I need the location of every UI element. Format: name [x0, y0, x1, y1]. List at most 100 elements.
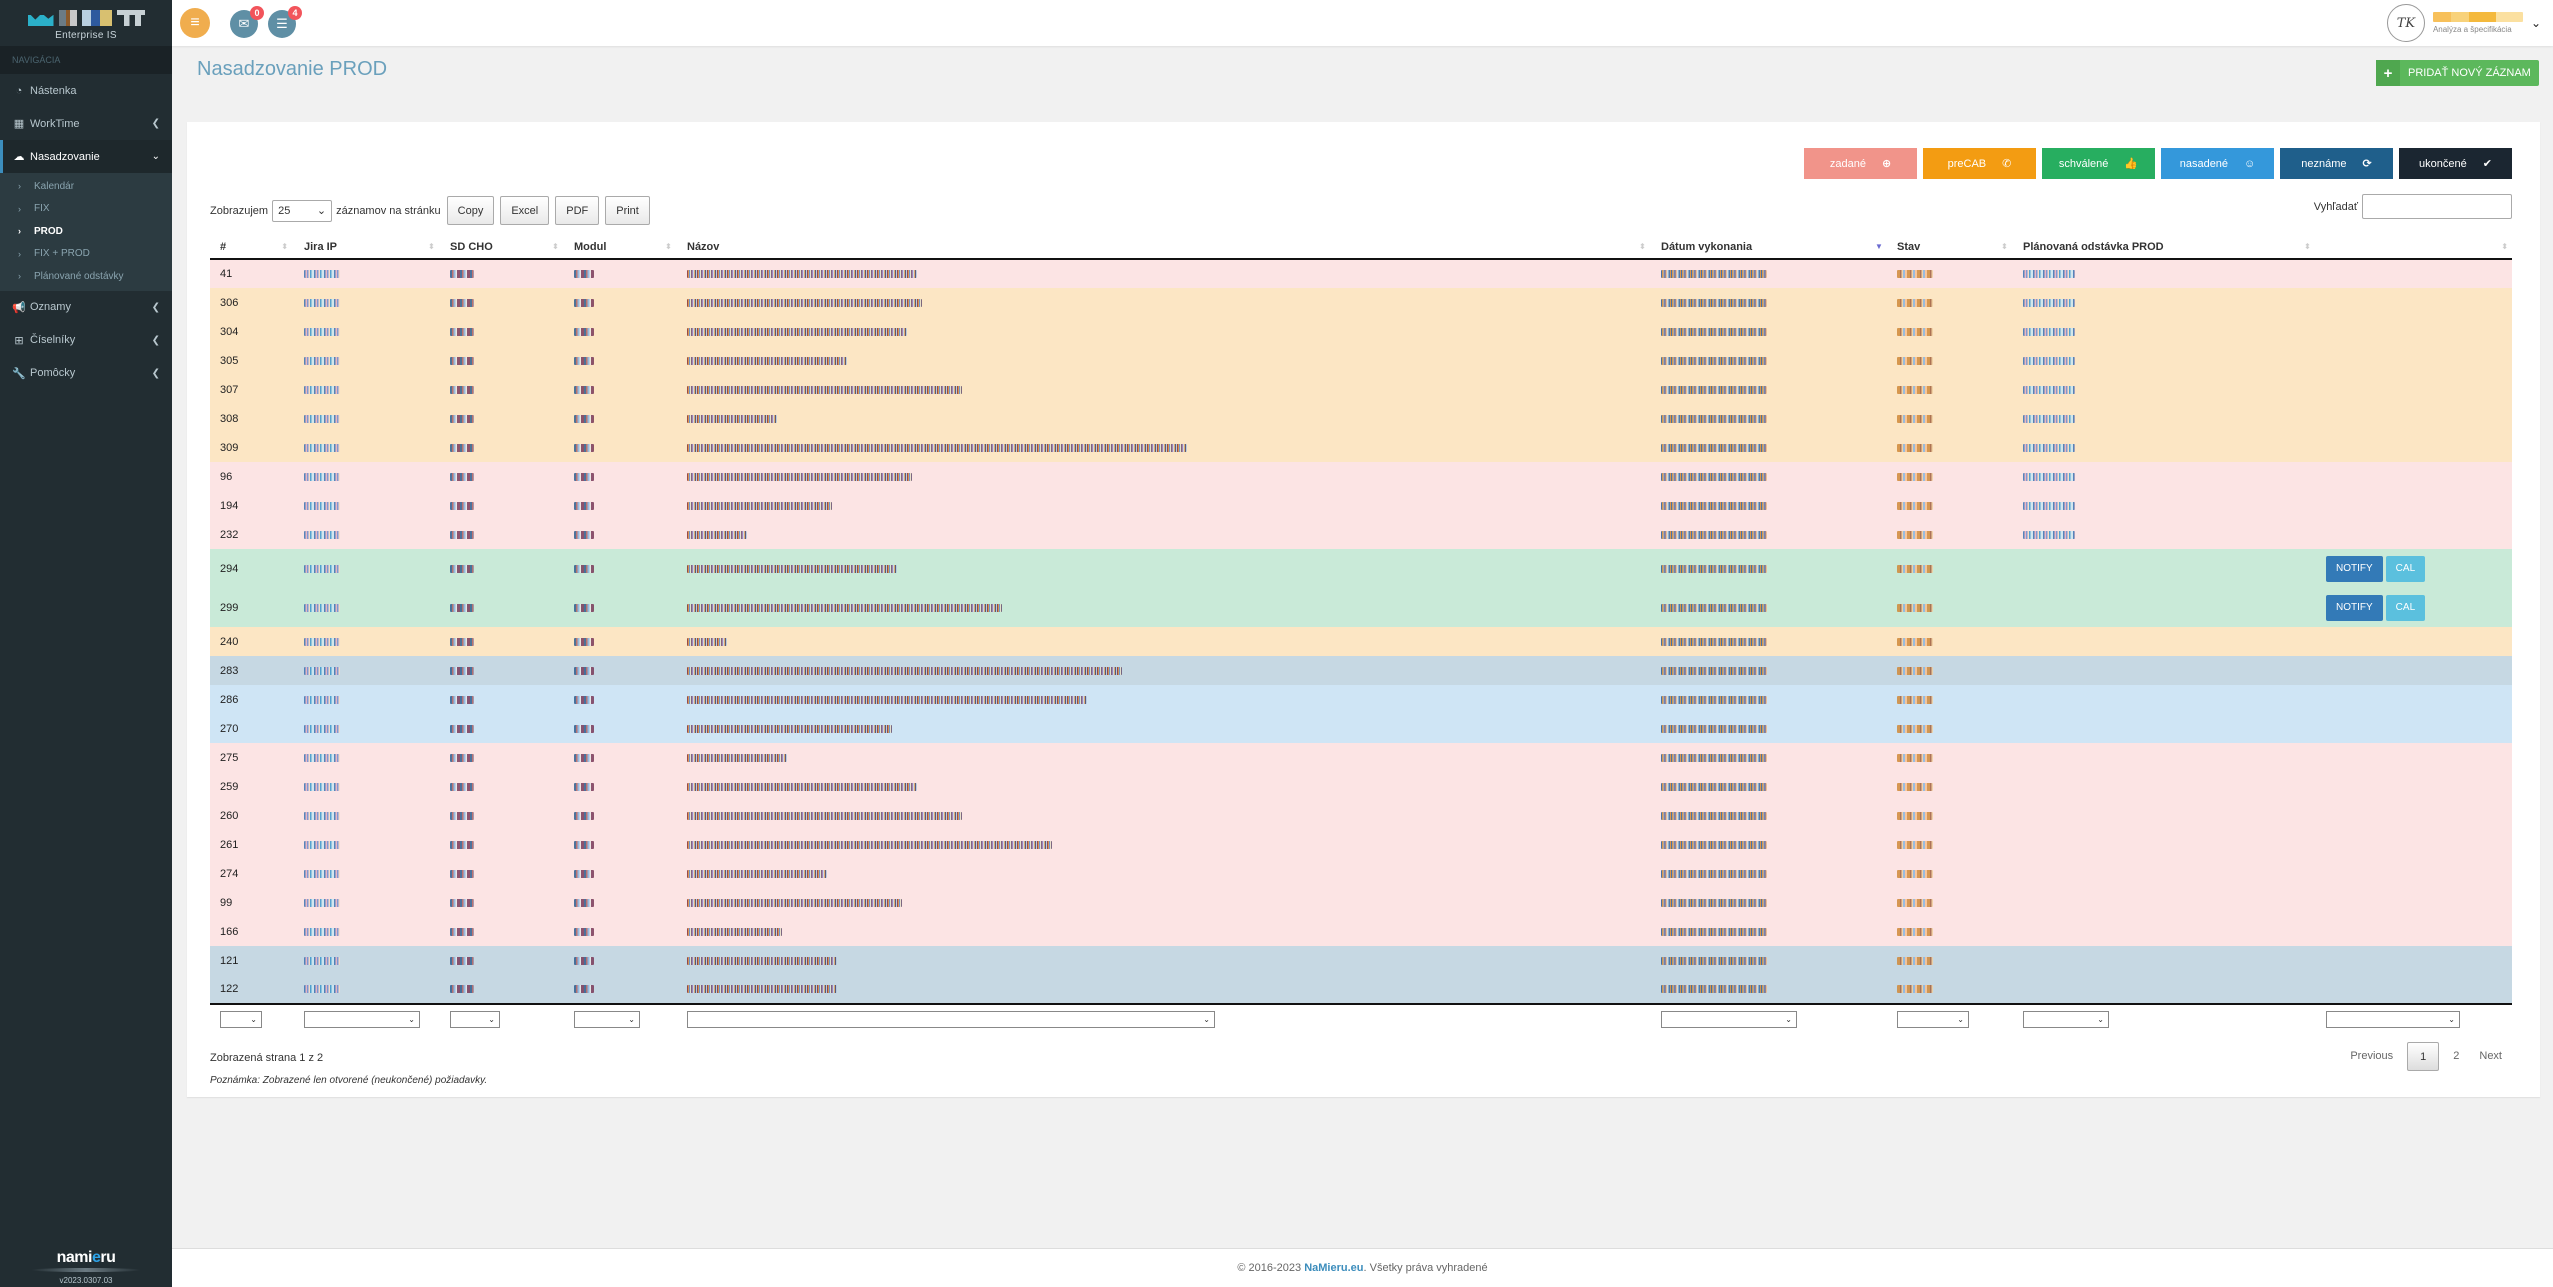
- sd-cho-redacted[interactable]: [450, 327, 474, 336]
- status-filter-precab-button[interactable]: preCAB ✆: [1923, 148, 2036, 179]
- jira-ip-redacted[interactable]: [304, 603, 340, 612]
- col-header-nazov[interactable]: ⬍ Názov: [665, 235, 1651, 260]
- jira-ip-redacted[interactable]: [304, 985, 340, 994]
- filter-select-sd-cho[interactable]: ⌄: [450, 1011, 500, 1028]
- jira-ip-redacted[interactable]: [304, 898, 340, 907]
- sidebar-item-worktime[interactable]: ▦ WorkTime ❮: [0, 107, 172, 140]
- print-button[interactable]: Print: [605, 196, 650, 225]
- nazov-redacted[interactable]: [687, 327, 907, 336]
- add-record-button[interactable]: + PRIDAŤ NOVÝ ZÁZNAM: [2376, 60, 2539, 86]
- jira-ip-redacted[interactable]: [304, 637, 340, 646]
- filter-select-planovana[interactable]: ⌄: [2023, 1011, 2109, 1028]
- sidebar-item-nastenka[interactable]: ◔ Nástenka: [0, 74, 172, 107]
- excel-button[interactable]: Excel: [500, 196, 550, 225]
- table-row[interactable]: 283: [210, 656, 2512, 685]
- sd-cho-redacted[interactable]: [450, 356, 474, 365]
- sd-cho-redacted[interactable]: [450, 501, 474, 510]
- nazov-redacted[interactable]: [687, 603, 1002, 612]
- jira-ip-redacted[interactable]: [304, 956, 340, 965]
- nazov-redacted[interactable]: [687, 414, 777, 423]
- table-row[interactable]: 275: [210, 743, 2512, 772]
- col-header-jira-ip[interactable]: Jira IP: [294, 235, 440, 260]
- nazov-redacted[interactable]: [687, 637, 727, 646]
- page-length-select[interactable]: 25 ⌄: [272, 199, 333, 222]
- jira-ip-redacted[interactable]: [304, 564, 340, 573]
- submenu-item-planovane-odstavky[interactable]: › Plánované odstávky: [0, 265, 172, 288]
- nazov-redacted[interactable]: [687, 753, 787, 762]
- nazov-redacted[interactable]: [687, 840, 1052, 849]
- nazov-redacted[interactable]: [687, 270, 917, 279]
- jira-ip-redacted[interactable]: [304, 443, 340, 452]
- nazov-redacted[interactable]: [687, 869, 827, 878]
- copy-button[interactable]: Copy: [446, 196, 495, 225]
- jira-ip-redacted[interactable]: [304, 869, 340, 878]
- jira-ip-redacted[interactable]: [304, 298, 340, 307]
- sd-cho-redacted[interactable]: [450, 898, 474, 907]
- user-menu[interactable]: TK Analýza a špecifikácia ⌄: [2386, 2, 2541, 44]
- sd-cho-redacted[interactable]: [450, 385, 474, 394]
- namieru-link[interactable]: NaMieru.eu: [1304, 1262, 1364, 1274]
- status-filter-zadane-button[interactable]: zadané ⊕: [1804, 148, 1917, 179]
- sd-cho-redacted[interactable]: [450, 472, 474, 481]
- sd-cho-redacted[interactable]: [450, 298, 474, 307]
- jira-ip-redacted[interactable]: [304, 501, 340, 510]
- col-header-sd-cho[interactable]: ⬍ SD CHO: [428, 235, 564, 260]
- table-row[interactable]: 270: [210, 714, 2512, 743]
- nazov-redacted[interactable]: [687, 927, 782, 936]
- jira-ip-redacted[interactable]: [304, 927, 340, 936]
- nazov-redacted[interactable]: [687, 501, 832, 510]
- nazov-redacted[interactable]: [687, 695, 1087, 704]
- submenu-item-kalendar[interactable]: › Kalendár: [0, 175, 172, 198]
- table-row[interactable]: 299 NOTIFY CAL: [210, 588, 2512, 627]
- jira-ip-redacted[interactable]: [304, 782, 340, 791]
- table-row[interactable]: 194: [210, 491, 2512, 520]
- table-row[interactable]: 308: [210, 404, 2512, 433]
- jira-ip-redacted[interactable]: [304, 385, 340, 394]
- col-header-stav[interactable]: ▼ Stav: [1875, 235, 2013, 260]
- table-row[interactable]: 41: [210, 259, 2512, 288]
- table-row[interactable]: 307: [210, 375, 2512, 404]
- previous-page-button[interactable]: Previous: [2350, 1050, 2394, 1062]
- col-header-planovana-odstavka[interactable]: ⬍ Plánovaná odstávka PROD: [2001, 235, 2316, 260]
- nazov-redacted[interactable]: [687, 472, 912, 481]
- nazov-redacted[interactable]: [687, 724, 892, 733]
- sd-cho-redacted[interactable]: [450, 724, 474, 733]
- filter-select-stav[interactable]: ⌄: [1897, 1011, 1969, 1028]
- table-row[interactable]: 232: [210, 520, 2512, 549]
- sd-cho-redacted[interactable]: [450, 782, 474, 791]
- filter-select-actions[interactable]: ⌄: [2326, 1011, 2460, 1028]
- jira-ip-redacted[interactable]: [304, 811, 340, 820]
- sidebar-item-pomocky[interactable]: 🔧 Pomôcky ❮: [0, 357, 172, 390]
- sd-cho-redacted[interactable]: [450, 564, 474, 573]
- submenu-item-fix[interactable]: › FIX: [0, 198, 172, 221]
- jira-ip-redacted[interactable]: [304, 724, 340, 733]
- next-page-button[interactable]: Next: [2479, 1050, 2502, 1062]
- sd-cho-redacted[interactable]: [450, 530, 474, 539]
- filter-select-id[interactable]: ⌄: [220, 1011, 262, 1028]
- filter-select-datum[interactable]: ⌄: [1661, 1011, 1797, 1028]
- page-2-button[interactable]: 2: [2453, 1050, 2460, 1062]
- filter-select-modul[interactable]: ⌄: [574, 1011, 640, 1028]
- jira-ip-redacted[interactable]: [304, 666, 340, 675]
- table-row[interactable]: 259: [210, 772, 2512, 801]
- nazov-redacted[interactable]: [687, 985, 837, 994]
- sd-cho-redacted[interactable]: [450, 695, 474, 704]
- table-row[interactable]: 96: [210, 462, 2512, 491]
- notify-button[interactable]: NOTIFY: [2326, 594, 2383, 621]
- nazov-redacted[interactable]: [687, 385, 962, 394]
- nazov-redacted[interactable]: [687, 782, 917, 791]
- sd-cho-redacted[interactable]: [450, 270, 474, 279]
- table-row[interactable]: 286: [210, 685, 2512, 714]
- jira-ip-redacted[interactable]: [304, 472, 340, 481]
- table-row[interactable]: 260: [210, 801, 2512, 830]
- namieru-logo[interactable]: namieru: [56, 1249, 116, 1266]
- brand[interactable]: Enterprise IS: [0, 0, 172, 46]
- jira-ip-redacted[interactable]: [304, 327, 340, 336]
- sd-cho-redacted[interactable]: [450, 927, 474, 936]
- col-header-datum-vykonania[interactable]: ⬍ Dátum vykonania: [1639, 235, 1887, 260]
- table-row[interactable]: 99: [210, 888, 2512, 917]
- sd-cho-redacted[interactable]: [450, 956, 474, 965]
- nazov-redacted[interactable]: [687, 956, 837, 965]
- cal-button[interactable]: CAL: [2385, 594, 2426, 621]
- nazov-redacted[interactable]: [687, 298, 922, 307]
